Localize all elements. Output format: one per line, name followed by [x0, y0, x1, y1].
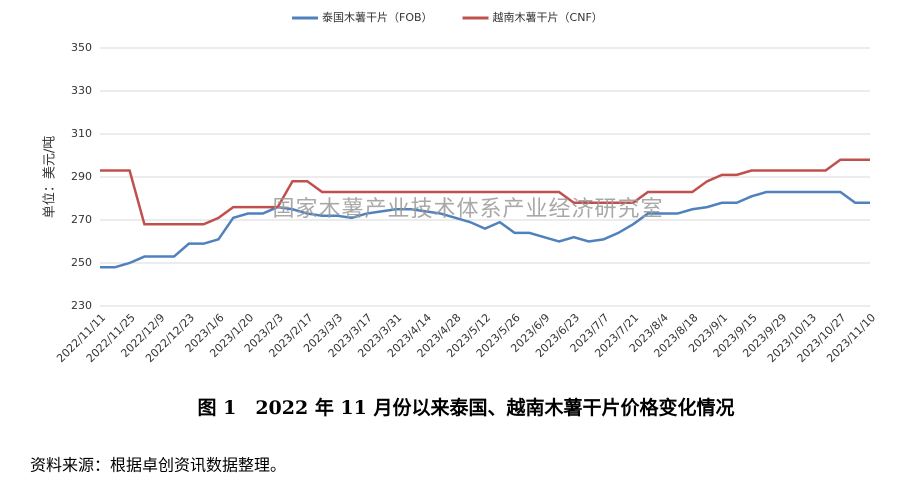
y-tick-label: 290 [71, 170, 92, 183]
watermark: 国家木薯产业技术体系产业经济研究室 [272, 197, 663, 222]
y-tick-label: 350 [71, 41, 92, 54]
caption: 图 1 2022 年 11 月份以来泰国、越南木薯干片价格变化情况 [197, 396, 734, 419]
y-tick-label: 310 [71, 127, 92, 140]
series-line [100, 158, 870, 226]
y-tick-label: 270 [71, 213, 92, 226]
y-tick-label: 250 [71, 256, 92, 269]
legend-label: 泰国木薯干片（FOB） [322, 10, 433, 24]
series-line [100, 190, 870, 269]
legend-label: 越南木薯干片（CNF） [493, 10, 603, 24]
y-tick-label: 330 [71, 84, 92, 97]
y-tick-label: 230 [71, 299, 92, 312]
y-axis-label: 单位：美元/吨 [43, 136, 58, 218]
source-note: 资料来源：根据卓创资讯数据整理。 [30, 456, 286, 475]
